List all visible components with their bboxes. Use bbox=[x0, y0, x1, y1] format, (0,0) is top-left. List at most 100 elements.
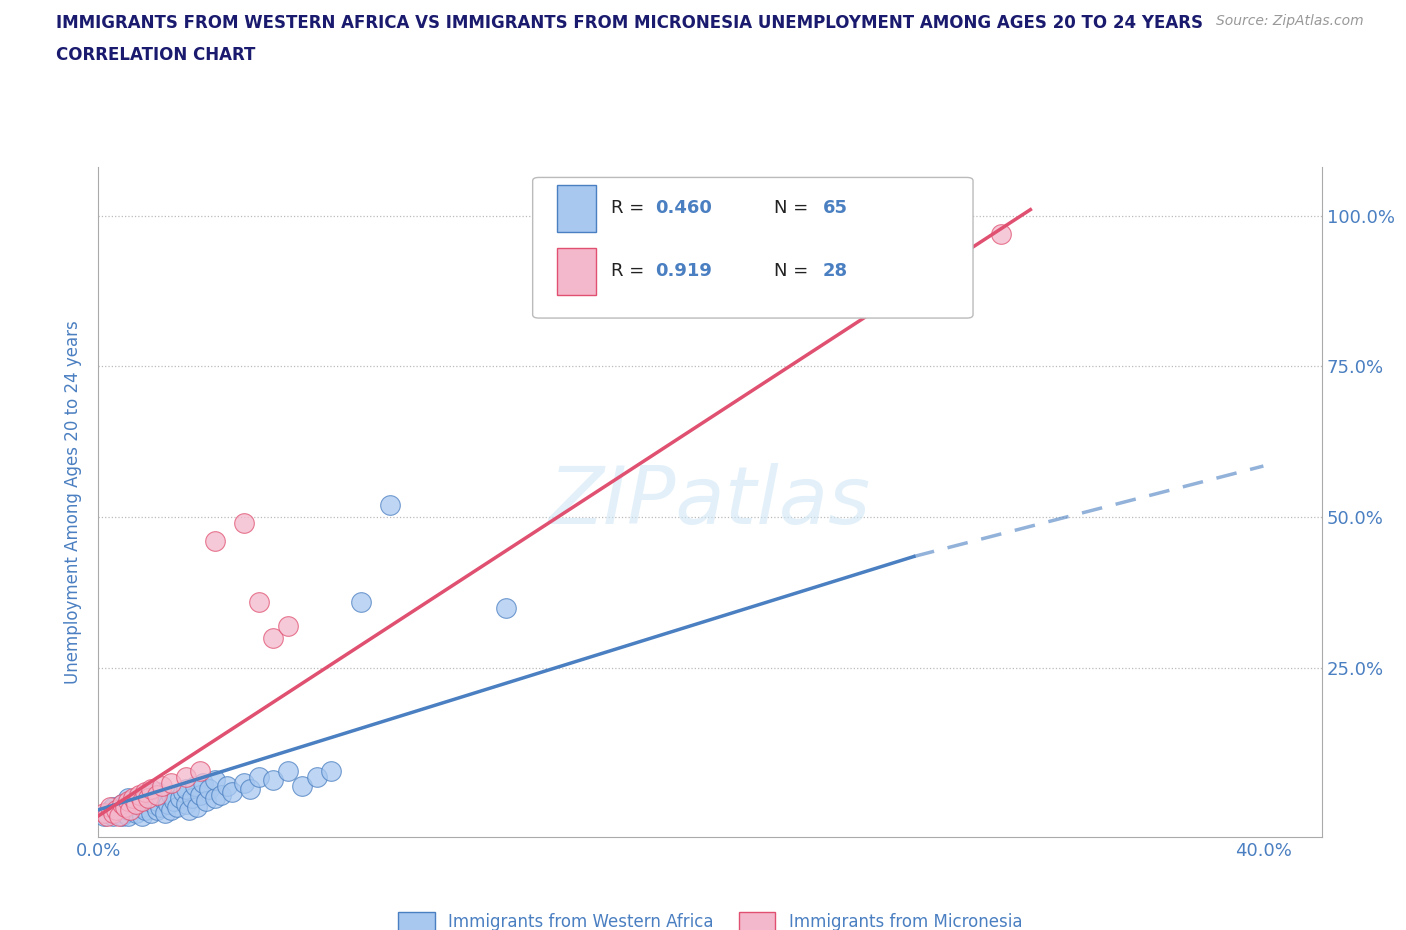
Point bbox=[136, 793, 159, 808]
Point bbox=[183, 778, 205, 793]
Text: CORRELATION CHART: CORRELATION CHART bbox=[56, 46, 256, 64]
Point bbox=[139, 788, 162, 803]
Y-axis label: Unemployment Among Ages 20 to 24 years: Unemployment Among Ages 20 to 24 years bbox=[65, 320, 83, 684]
Point bbox=[215, 778, 238, 793]
Text: 65: 65 bbox=[823, 199, 848, 218]
Point bbox=[104, 805, 127, 820]
Point bbox=[239, 781, 262, 796]
Point bbox=[277, 618, 299, 633]
Point bbox=[96, 805, 118, 820]
Point bbox=[93, 805, 115, 820]
Point bbox=[125, 796, 148, 811]
Point bbox=[180, 790, 202, 805]
Point bbox=[152, 790, 174, 805]
Point bbox=[233, 776, 256, 790]
FancyBboxPatch shape bbox=[557, 185, 596, 232]
Point bbox=[193, 776, 215, 790]
Point bbox=[111, 796, 134, 811]
Point bbox=[111, 796, 134, 811]
Text: 0.919: 0.919 bbox=[655, 262, 711, 280]
Point bbox=[277, 764, 299, 778]
Point bbox=[117, 793, 139, 808]
Point bbox=[204, 534, 226, 549]
Point bbox=[155, 805, 177, 820]
Point bbox=[101, 808, 124, 823]
FancyBboxPatch shape bbox=[557, 247, 596, 295]
Point bbox=[104, 803, 127, 817]
Point bbox=[160, 788, 183, 803]
Point bbox=[128, 796, 150, 811]
Point bbox=[195, 793, 218, 808]
Point bbox=[174, 769, 197, 784]
Point bbox=[108, 808, 131, 823]
Point bbox=[111, 808, 134, 823]
Point bbox=[136, 790, 159, 805]
Point bbox=[114, 805, 136, 820]
Point bbox=[152, 778, 174, 793]
Point bbox=[204, 790, 226, 805]
Text: R =: R = bbox=[612, 199, 650, 218]
Text: IMMIGRANTS FROM WESTERN AFRICA VS IMMIGRANTS FROM MICRONESIA UNEMPLOYMENT AMONG : IMMIGRANTS FROM WESTERN AFRICA VS IMMIGR… bbox=[56, 14, 1204, 32]
Point bbox=[247, 769, 270, 784]
Point bbox=[131, 808, 153, 823]
Point bbox=[128, 788, 150, 803]
Point bbox=[142, 796, 165, 811]
Point bbox=[98, 803, 121, 817]
Point bbox=[145, 788, 167, 803]
Point bbox=[134, 784, 156, 799]
Point bbox=[122, 790, 145, 805]
Point bbox=[131, 790, 153, 805]
Point bbox=[145, 784, 167, 799]
Point bbox=[96, 808, 118, 823]
Text: N =: N = bbox=[773, 262, 814, 280]
Point bbox=[93, 808, 115, 823]
Point bbox=[169, 790, 191, 805]
Point bbox=[209, 788, 232, 803]
Text: ZIPatlas: ZIPatlas bbox=[548, 463, 872, 541]
Point bbox=[149, 800, 172, 815]
Point bbox=[98, 800, 121, 815]
Point bbox=[321, 764, 343, 778]
Point bbox=[160, 776, 183, 790]
Point bbox=[221, 784, 243, 799]
Point bbox=[131, 800, 153, 815]
Point bbox=[131, 793, 153, 808]
Point bbox=[166, 800, 188, 815]
Point bbox=[233, 516, 256, 531]
Text: N =: N = bbox=[773, 199, 814, 218]
Point bbox=[157, 796, 180, 811]
Point bbox=[145, 793, 167, 808]
Point bbox=[495, 601, 517, 616]
Point bbox=[139, 805, 162, 820]
Point bbox=[117, 796, 139, 811]
Point bbox=[172, 784, 194, 799]
Point bbox=[125, 805, 148, 820]
Point bbox=[117, 808, 139, 823]
Point bbox=[145, 803, 167, 817]
Point bbox=[262, 772, 284, 787]
Point bbox=[120, 803, 142, 817]
Point bbox=[305, 769, 328, 784]
Point bbox=[188, 788, 212, 803]
Point bbox=[101, 805, 124, 820]
Point bbox=[247, 594, 270, 609]
Point bbox=[990, 226, 1012, 241]
Point bbox=[378, 498, 401, 512]
Point bbox=[186, 800, 208, 815]
Point bbox=[291, 778, 314, 793]
Point bbox=[160, 803, 183, 817]
Text: 28: 28 bbox=[823, 262, 848, 280]
Legend: Immigrants from Western Africa, Immigrants from Micronesia: Immigrants from Western Africa, Immigran… bbox=[391, 906, 1029, 930]
Point bbox=[139, 781, 162, 796]
Point bbox=[101, 800, 124, 815]
Point bbox=[177, 803, 200, 817]
Text: Source: ZipAtlas.com: Source: ZipAtlas.com bbox=[1216, 14, 1364, 28]
Point bbox=[117, 803, 139, 817]
Point bbox=[262, 631, 284, 645]
Point bbox=[204, 772, 226, 787]
Point bbox=[114, 800, 136, 815]
Point bbox=[174, 781, 197, 796]
Point bbox=[122, 800, 145, 815]
Point bbox=[188, 764, 212, 778]
Point bbox=[122, 793, 145, 808]
